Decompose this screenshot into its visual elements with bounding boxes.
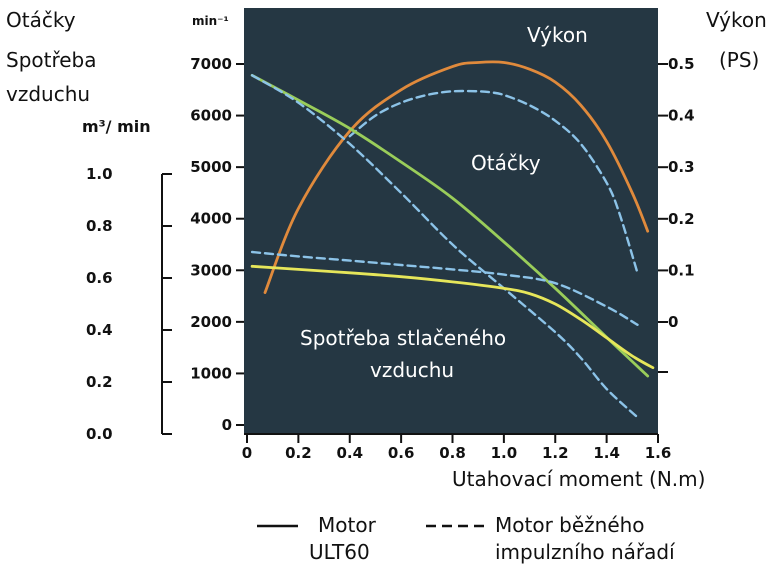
x-tick-label: 1.6: [645, 444, 672, 462]
air-tick-label: 0.6: [86, 269, 113, 287]
legend-dashed-line-1: Motor běžného: [495, 513, 645, 537]
x-tick-label: 0.6: [388, 444, 415, 462]
x-axis-ticks: 0 0.2 0.4 0.6 0.8 1.0 1.2 1.4 1.6: [242, 434, 672, 462]
power-tick-label: 0.2: [668, 210, 695, 228]
legend-solid-line-2: ULT60: [309, 540, 370, 564]
power-tick-label: 0.5: [668, 55, 695, 73]
air-tick-label: 0.8: [86, 217, 113, 235]
rpm-tick-label: 5000: [190, 158, 232, 176]
rpm-axis-unit: min⁻¹: [192, 14, 229, 28]
x-tick-label: 0.2: [285, 444, 312, 462]
x-tick-label: 1.0: [491, 444, 518, 462]
x-tick-label: 1.4: [593, 444, 620, 462]
annotation-rpm: Otáčky: [471, 151, 541, 175]
rpm-tick-label: 0: [222, 416, 232, 434]
annotation-air-line-1: Spotřeba stlačeného: [300, 326, 506, 350]
air-tick-label: 0.4: [86, 321, 113, 339]
rpm-tick-label: 7000: [190, 55, 232, 73]
series-line-air-solid: [250, 264, 655, 370]
x-axis-label: Utahovací moment (N.m): [452, 467, 705, 491]
left-label-line-3: vzduchu: [6, 82, 90, 106]
power-tick-label: 0: [668, 313, 678, 331]
air-tick-label: 0.2: [86, 373, 113, 391]
rpm-tick-label: 2000: [190, 313, 232, 331]
power-tick-label: 0.4: [668, 107, 695, 125]
left-label-line-1: Otáčky: [6, 8, 76, 32]
annotation-power: Výkon: [527, 23, 588, 47]
rpm-tick-label: 3000: [190, 261, 232, 279]
power-axis-label-line-2: (PS): [719, 48, 759, 72]
series-line-rpm-solid: [250, 73, 650, 378]
air-axis-unit: m³/ min: [82, 117, 151, 136]
legend-solid-line-1: Motor: [318, 513, 377, 537]
series-line-air-dashed: [250, 250, 639, 326]
power-tick-label: 0.3: [668, 158, 695, 176]
series-line-power-dashed: [348, 89, 639, 275]
plot-area: [244, 8, 658, 434]
series-line-power-solid: [263, 60, 650, 294]
power-axis-ticks: 0 0.1 0.2 0.3 0.4 0.5: [658, 55, 695, 373]
rpm-axis-ticks: 0 1000 2000 3000 4000 5000 6000 7000: [190, 55, 244, 434]
x-tick-label: 0: [242, 444, 252, 462]
series-line-rpm-dashed: [250, 74, 639, 419]
left-label-line-2: Spotřeba: [6, 48, 97, 72]
rpm-tick-label: 4000: [190, 210, 232, 228]
rpm-tick-label: 6000: [190, 107, 232, 125]
x-tick-label: 0.8: [439, 444, 466, 462]
power-axis-label-line-1: Výkon: [706, 8, 767, 32]
x-tick-label: 0.4: [336, 444, 363, 462]
rpm-tick-label: 1000: [190, 364, 232, 382]
series-layer: [250, 60, 655, 419]
power-tick-label: 0.1: [668, 261, 695, 279]
air-tick-label: 0.0: [86, 425, 113, 443]
legend-dashed-line-2: impulzního nářadí: [495, 540, 676, 564]
air-axis-ticks: 0.0 0.2 0.4 0.6 0.8 1.0: [86, 165, 172, 443]
x-tick-label: 1.2: [542, 444, 569, 462]
annotation-air-line-2: vzduchu: [370, 358, 454, 382]
air-tick-label: 1.0: [86, 165, 113, 183]
